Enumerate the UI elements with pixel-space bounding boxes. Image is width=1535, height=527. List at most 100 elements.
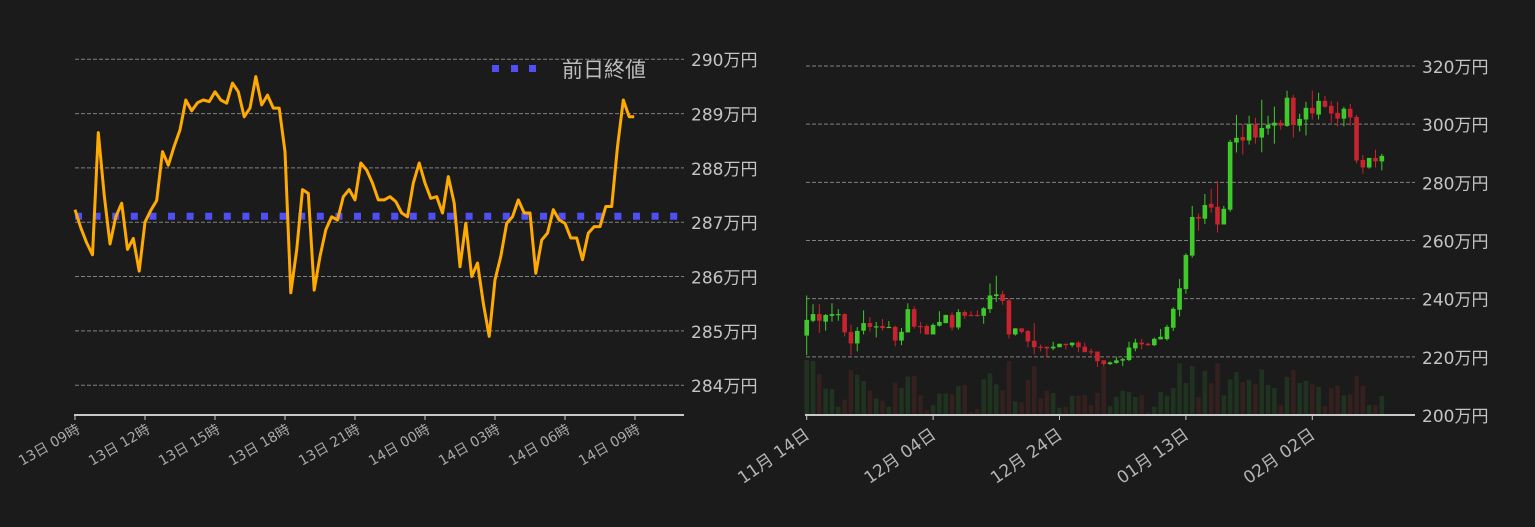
candle-up [823,314,828,331]
candle-body [1278,122,1283,126]
candle-body [1303,107,1309,120]
volume-bar [962,384,967,415]
candle-down [968,311,974,317]
candle-up [810,304,816,323]
volume-bar [1069,395,1075,415]
volume-bar [1373,405,1378,415]
candle-down [867,316,873,332]
previous-close-dot [521,212,529,220]
candle-up [1170,307,1176,331]
x-tick-label: 14日 06時 [506,422,573,470]
volume-bar [937,393,942,415]
previous-close-dot [168,212,175,220]
y-tick-label: 200万円 [1422,407,1488,427]
candle-up [1284,90,1290,127]
left-x-axis [74,414,684,420]
candle-up [1152,337,1157,347]
volume-bar [1114,396,1119,415]
x-tick-label: 14日 03時 [436,422,503,470]
candle-up [886,321,892,329]
candle-body [1291,97,1296,126]
candle-body [1050,346,1056,349]
candle-up [873,321,879,338]
candle-body [1253,124,1258,138]
candle-down [1291,94,1296,138]
candle-body [1202,205,1208,219]
x-tick-label: 14日 09時 [576,422,643,470]
previous-close-dot [261,212,268,220]
previous-close-dot [670,212,678,220]
volume-bars [804,360,1385,415]
candle-down [848,324,854,356]
volume-bar [1120,390,1125,415]
candle-down [962,310,967,319]
volume-bar [1328,388,1334,415]
volume-bar [1044,390,1050,415]
x-tick-label: 12月 24日 [987,425,1066,489]
volume-bar [975,408,980,415]
candle-body [956,312,961,328]
candle-down [1373,149,1378,168]
candle-down [1335,101,1340,127]
legend-dot [492,65,499,72]
candle-down [1000,290,1005,305]
candle-body [962,312,967,316]
candle-body [1316,100,1321,115]
candle-down [911,306,917,329]
volume-bar [924,410,930,415]
price-line-series [73,75,635,338]
previous-close-dot [205,212,213,220]
candle-body [1158,336,1163,340]
candle-body [1221,208,1227,225]
volume-bar [987,373,993,415]
candle-up [1297,113,1302,132]
candle-body [1114,360,1119,363]
candle-up [1265,115,1271,135]
candle-body [1322,100,1328,107]
candle-body [1265,124,1271,129]
candle-up [836,309,841,321]
candle-body [899,331,904,341]
candle-body [1240,136,1246,141]
x-tick-label: 13日 12時 [86,422,153,470]
previous-close-dot [93,212,101,220]
candle-body [1284,97,1290,126]
previous-close-dot [186,212,194,220]
previous-close-dot [354,212,361,220]
candle-body [817,314,822,321]
candles [804,90,1385,368]
candle-body [1025,330,1031,342]
candle-body [1082,346,1088,353]
volume-bar [1019,402,1024,415]
volume-bar [1031,366,1037,415]
volume-bar [943,393,949,415]
candle-body [823,314,828,322]
volume-bar [1000,390,1005,415]
volume-bar [1139,395,1144,415]
candle-up [905,303,911,333]
volume-bar [930,405,936,415]
y-tick-label: 285万円 [691,323,757,343]
candle-down [880,319,885,331]
candle-body [1259,127,1265,138]
volume-bar [1366,405,1372,415]
candle-body [981,308,986,316]
candle-up [804,295,809,356]
candle-down [1101,360,1107,367]
candle-body [930,324,936,335]
candle-down [892,325,898,347]
price-line [73,75,635,338]
volume-bar [1095,393,1100,415]
volume-bar [1038,398,1043,415]
candle-body [1076,342,1081,348]
volume-bar [1177,363,1182,415]
candle-up [1050,341,1056,351]
candle-up [1366,157,1372,169]
candle-up [1227,139,1233,212]
candle-body [1038,346,1043,348]
volume-bar [880,400,885,415]
candle-body [1366,157,1372,168]
candle-body [905,309,911,333]
candle-up [937,311,942,327]
volume-bar [1234,372,1239,415]
